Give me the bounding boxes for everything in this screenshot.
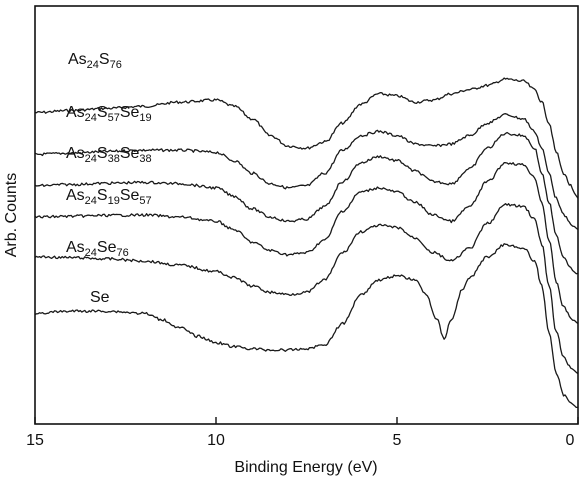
x-axis-title: Binding Energy (eV) [234, 459, 377, 476]
series-labels: As24S76 As24S57Se19 As24S38Se38 As24S19Se57… [66, 51, 152, 306]
series-label-as24se76: As24Se76 [66, 239, 129, 259]
x-axis-ticks: 15 10 5 0 [26, 417, 578, 449]
series-curve-as24s76 [35, 78, 578, 198]
x-tick-label: 15 [26, 432, 44, 449]
series-label-se: Se [90, 289, 110, 306]
series-curve-as24se76 [35, 204, 578, 374]
x-tick-label: 0 [566, 432, 575, 449]
x-tick-label: 5 [393, 432, 402, 449]
series-label-as24s38se38: As24S38Se38 [66, 145, 152, 165]
series-label-as24s76: As24S76 [68, 51, 122, 71]
series-curve-se [35, 244, 578, 408]
series-label-as24s57se19: As24S57Se19 [66, 104, 152, 124]
y-axis-title: Arb. Counts [3, 173, 20, 257]
series-label-as24s19se57: As24S19Se57 [66, 187, 152, 207]
x-tick-label: 10 [207, 432, 225, 449]
